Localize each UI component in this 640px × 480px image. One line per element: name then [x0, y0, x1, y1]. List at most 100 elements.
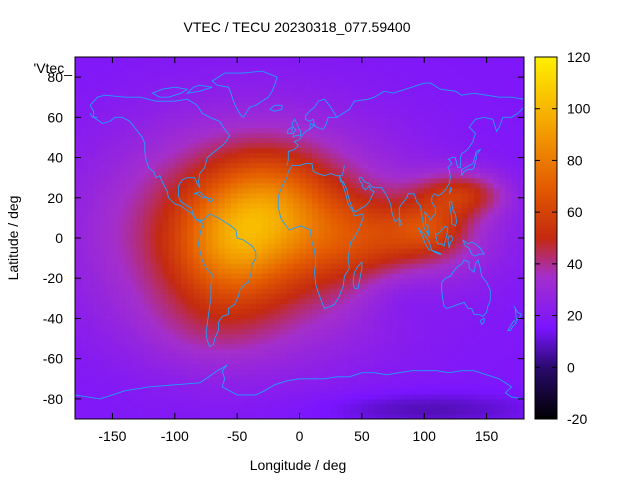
heat-cell: [368, 132, 375, 139]
heat-cell: [93, 353, 101, 360]
heat-cell: [149, 142, 157, 149]
heat-cell: [93, 358, 101, 365]
heat-cell: [417, 373, 425, 380]
heat-cell: [118, 283, 126, 289]
heat-cell: [499, 408, 506, 415]
heat-cell: [436, 413, 444, 419]
heat-cell: [255, 162, 263, 169]
heat-cell: [262, 172, 269, 179]
heat-cell: [393, 313, 400, 320]
heat-cell: [187, 373, 195, 380]
heat-cell: [212, 378, 220, 385]
heat-cell: [106, 338, 114, 345]
heat-cell: [492, 308, 500, 315]
heat-cell: [168, 207, 176, 214]
heat-cell: [467, 403, 475, 410]
heat-cell: [299, 328, 307, 335]
heat-cell: [374, 172, 382, 179]
heat-cell: [112, 363, 120, 370]
heat-cell: [492, 278, 500, 284]
heat-cell: [480, 278, 488, 284]
heat-cell: [81, 413, 89, 419]
heat-cell: [411, 132, 419, 139]
heat-cell: [380, 363, 388, 370]
heat-cell: [137, 333, 145, 340]
heat-cell: [199, 383, 207, 390]
heat-cell: [268, 112, 276, 118]
heat-cell: [137, 283, 145, 289]
heat-cell: [330, 403, 338, 410]
heat-cell: [467, 278, 475, 284]
heat-cell: [230, 273, 238, 279]
heat-cell: [430, 238, 438, 244]
heat-cell: [311, 112, 319, 118]
heat-cell: [168, 112, 176, 118]
heat-cell: [137, 323, 145, 330]
heat-cell: [156, 383, 163, 390]
heat-cell: [118, 192, 126, 199]
heat-cell: [461, 142, 469, 149]
heat-cell: [467, 192, 475, 199]
heat-cell: [268, 263, 276, 269]
heat-cell: [386, 87, 394, 93]
heat-cell: [386, 403, 394, 410]
heat-cell: [380, 283, 388, 289]
heat-cell: [274, 298, 282, 304]
heat-cell: [199, 117, 207, 123]
heat-cell: [162, 258, 170, 264]
heat-cell: [124, 403, 132, 410]
heat-cell: [280, 192, 288, 199]
heat-cell: [293, 313, 301, 320]
heat-cell: [461, 363, 469, 370]
heat-cell: [268, 243, 276, 249]
heat-cell: [368, 373, 375, 380]
heat-cell: [324, 408, 332, 415]
heat-cell: [293, 238, 301, 244]
heat-cell: [442, 67, 450, 73]
heat-cell: [442, 373, 450, 380]
heat-cell: [243, 212, 251, 219]
heat-cell: [343, 222, 350, 229]
heat-cell: [492, 172, 500, 179]
heat-cell: [455, 122, 463, 128]
heat-cell: [467, 258, 475, 264]
heat-cell: [361, 363, 369, 370]
heat-cell: [374, 87, 382, 93]
heat-cell: [492, 298, 500, 304]
heat-cell: [293, 328, 301, 335]
heat-cell: [449, 117, 457, 123]
heat-cell: [181, 92, 188, 98]
heat-cell: [181, 67, 188, 73]
heat-cell: [218, 298, 226, 304]
heat-cell: [243, 303, 251, 309]
heat-cell: [81, 222, 89, 229]
heat-cell: [349, 187, 357, 194]
heat-cell: [106, 323, 114, 330]
heat-cell: [368, 378, 375, 385]
heat-cell: [268, 122, 276, 128]
heat-cell: [230, 378, 238, 385]
heat-cell: [324, 232, 332, 239]
heat-cell: [137, 263, 145, 269]
heat-cell: [124, 167, 132, 174]
heat-cell: [205, 127, 213, 134]
heat-cell: [480, 187, 488, 194]
heat-cell: [118, 122, 126, 128]
heat-cell: [106, 248, 114, 254]
heat-cell: [218, 127, 226, 134]
heat-cell: [93, 212, 101, 219]
heat-cell: [305, 373, 313, 380]
heat-cell: [124, 338, 132, 345]
heat-cell: [411, 238, 419, 244]
heat-cell: [486, 132, 494, 139]
heat-cell: [343, 182, 350, 189]
heat-cell: [199, 288, 207, 294]
heat-cell: [311, 303, 319, 309]
heat-cell: [168, 92, 176, 98]
heat-cell: [436, 248, 444, 254]
heat-cell: [243, 358, 251, 365]
heat-cell: [112, 238, 120, 244]
heat-cell: [174, 212, 182, 219]
heat-cell: [330, 172, 338, 179]
heat-cell: [368, 77, 375, 83]
